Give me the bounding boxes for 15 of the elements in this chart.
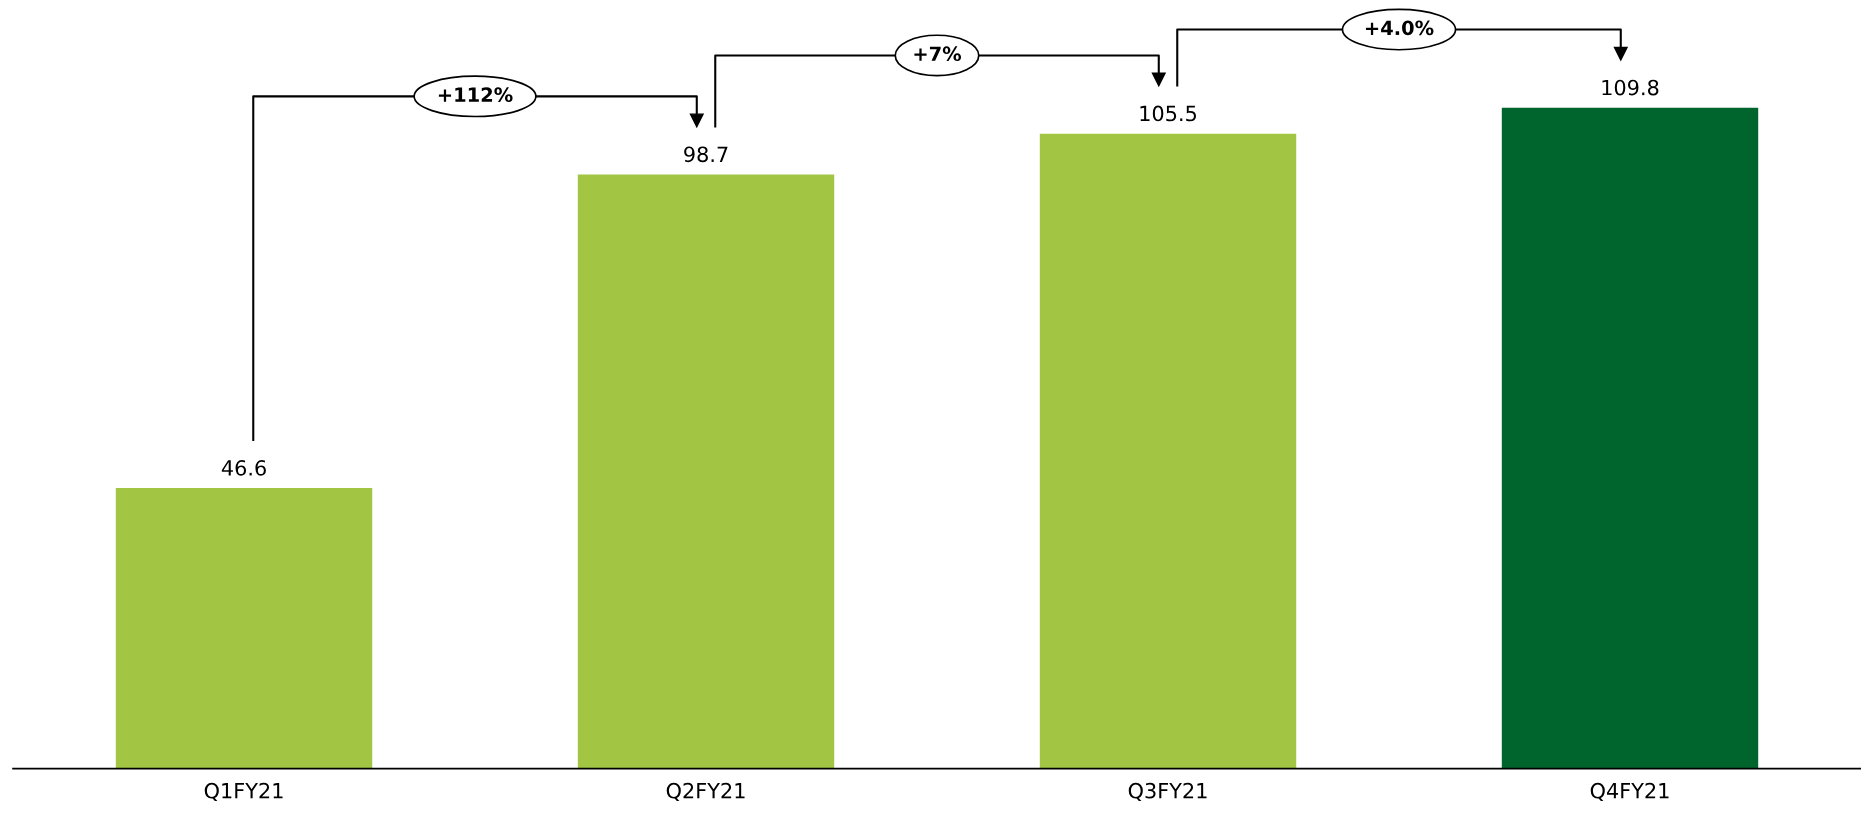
bar	[115, 488, 373, 769]
bar	[1501, 107, 1759, 769]
data-label: 109.8	[1602, 79, 1659, 96]
data-label: 98.7	[684, 146, 728, 163]
text: +4.0%	[1365, 20, 1434, 36]
data-label: 105.5	[1140, 105, 1197, 122]
bar	[1039, 133, 1297, 769]
text: +112%	[438, 87, 513, 102]
x-tick-label: Q3FY21	[1128, 782, 1207, 801]
data-label: 46.6	[221, 459, 266, 476]
bar	[577, 174, 835, 769]
x-tick-label: Q2FY21	[666, 782, 745, 801]
x-tick-label: Q4FY21	[1590, 782, 1669, 801]
text: +7%	[914, 46, 962, 62]
x-tick-label: Q1FY21	[204, 782, 283, 801]
